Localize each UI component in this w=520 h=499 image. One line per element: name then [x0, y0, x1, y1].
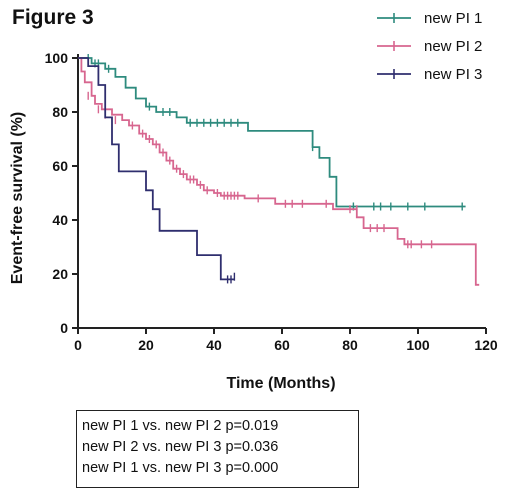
x-tick-label: 100 — [406, 337, 430, 353]
y-tick-label: 0 — [60, 320, 68, 336]
x-tick-label: 0 — [74, 337, 82, 353]
x-tick-label: 120 — [474, 337, 498, 353]
p-value-line: new PI 1 vs. new PI 2 p=0.019 — [82, 418, 279, 434]
y-tick-label: 60 — [52, 158, 68, 174]
chart-curves — [78, 54, 480, 286]
p-value-box: new PI 1 vs. new PI 2 p=0.019 new PI 2 v… — [76, 410, 359, 488]
legend-label: new PI 3 — [424, 66, 482, 83]
figure-title: Figure 3 — [12, 6, 94, 29]
legend-label: new PI 1 — [424, 10, 482, 27]
y-tick-label: 20 — [52, 266, 68, 282]
x-tick-label: 20 — [138, 337, 154, 353]
y-tick-label: 80 — [52, 104, 68, 120]
y-axis-label: Event-free survival (%) — [9, 112, 26, 285]
survival-curve — [78, 57, 235, 281]
p-value-line: new PI 2 vs. new PI 3 p=0.036 — [82, 439, 279, 455]
x-axis-label: Time (Months) — [226, 375, 335, 392]
chart-axes: 0 20 40 60 80 100 0 20 40 60 80 100 120 — [45, 50, 498, 353]
survival-curve — [78, 57, 466, 208]
y-tick-label: 40 — [52, 212, 68, 228]
x-tick-label: 80 — [342, 337, 358, 353]
survival-curve — [78, 57, 480, 286]
legend-label: new PI 2 — [424, 38, 482, 55]
p-value-line: new PI 1 vs. new PI 3 p=0.000 — [82, 460, 279, 476]
y-tick-label: 100 — [45, 50, 69, 66]
x-tick-label: 60 — [274, 337, 290, 353]
x-tick-label: 40 — [206, 337, 222, 353]
chart-legend: new PI 1 new PI 2 new PI 3 — [377, 10, 482, 83]
